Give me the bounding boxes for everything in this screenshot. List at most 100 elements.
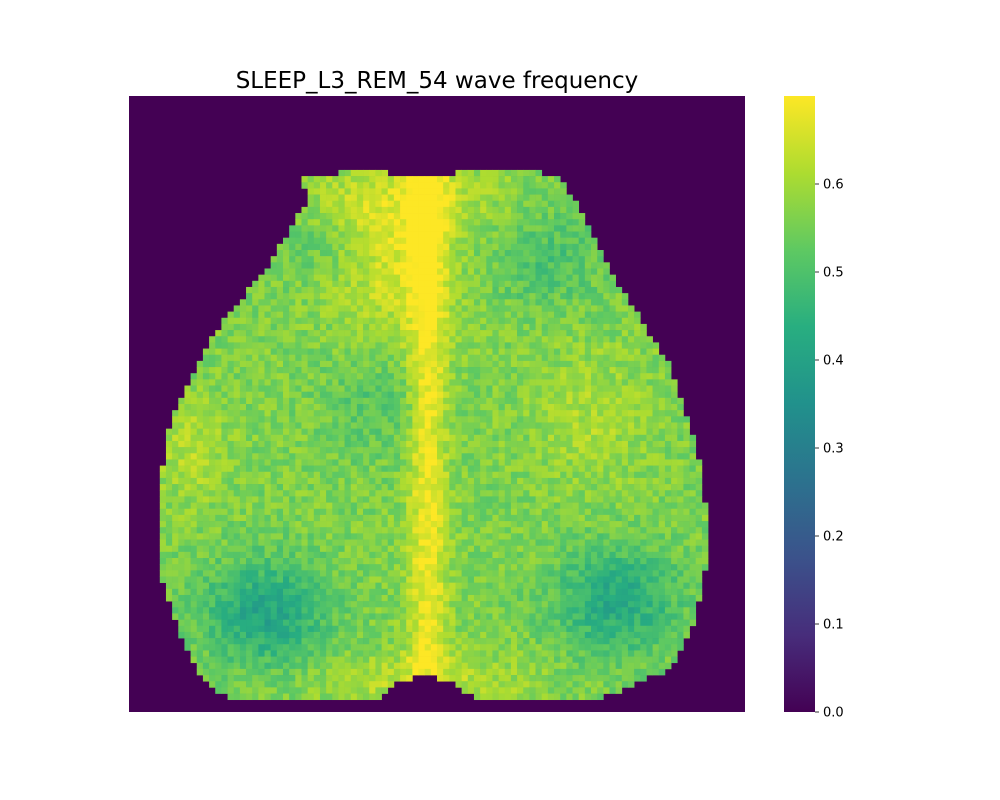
heatmap-cell — [529, 416, 536, 423]
heatmap-cell — [554, 453, 561, 460]
heatmap-cell — [566, 514, 573, 522]
heatmap-cell — [480, 502, 487, 510]
heatmap-cell — [541, 410, 549, 417]
heatmap-cell — [572, 558, 580, 565]
heatmap-cell — [301, 379, 308, 386]
heatmap-cell — [326, 459, 333, 466]
heatmap-cell — [523, 268, 530, 275]
heatmap-cell — [437, 305, 444, 312]
heatmap-cell — [375, 348, 382, 356]
heatmap-cell — [486, 496, 493, 503]
heatmap-cell — [621, 323, 629, 331]
heatmap-cell — [356, 558, 364, 565]
heatmap-cell — [486, 447, 493, 454]
heatmap-cell — [172, 533, 179, 540]
heatmap-cell — [523, 434, 530, 442]
heatmap-cell — [338, 336, 345, 343]
heatmap-cell — [523, 465, 530, 473]
heatmap-cell — [276, 570, 284, 577]
heatmap-cell — [165, 484, 173, 491]
heatmap-cell — [412, 219, 419, 226]
heatmap-cell — [467, 477, 475, 485]
heatmap-cell — [566, 299, 573, 306]
heatmap-cell — [338, 527, 345, 534]
heatmap-cell — [196, 440, 204, 448]
heatmap-cell — [363, 176, 370, 183]
heatmap-cell — [326, 484, 333, 491]
heatmap-cell — [449, 342, 456, 349]
heatmap-cell — [541, 477, 549, 485]
heatmap-cell — [264, 533, 272, 540]
heatmap-cell — [560, 280, 567, 288]
heatmap-cell — [658, 521, 666, 528]
heatmap-cell — [276, 416, 284, 423]
heatmap-cell — [172, 453, 179, 460]
heatmap-cell — [338, 206, 345, 214]
heatmap-cell — [301, 219, 308, 226]
heatmap-cell — [344, 588, 352, 596]
heatmap-cell — [517, 416, 524, 423]
heatmap-cell — [313, 527, 321, 534]
heatmap-cell — [332, 440, 339, 448]
heatmap-cell — [215, 354, 222, 362]
heatmap-cell — [510, 256, 518, 263]
heatmap-cell — [621, 336, 629, 343]
heatmap-cell — [159, 490, 167, 497]
heatmap-cell — [313, 188, 321, 195]
heatmap-cell — [609, 367, 616, 374]
heatmap-cell — [683, 502, 690, 510]
heatmap-cell — [319, 213, 327, 220]
heatmap-cell — [393, 336, 401, 343]
heatmap-cell — [591, 502, 598, 510]
heatmap-cell — [319, 484, 327, 491]
heatmap-cell — [443, 465, 450, 473]
heatmap-cell — [418, 459, 426, 466]
heatmap-cell — [603, 484, 610, 491]
heatmap-cell — [591, 404, 598, 411]
heatmap-cell — [492, 496, 499, 503]
heatmap-cell — [547, 447, 555, 454]
heatmap-cell — [449, 231, 456, 239]
heatmap-cell — [326, 293, 333, 300]
heatmap-cell — [209, 360, 216, 368]
heatmap-cell — [159, 545, 167, 553]
heatmap-cell — [172, 496, 179, 503]
heatmap-cell — [184, 496, 191, 503]
heatmap-cell — [498, 373, 506, 380]
heatmap-cell — [517, 219, 524, 226]
heatmap-cell — [276, 410, 284, 417]
heatmap-cell — [461, 453, 469, 460]
heatmap-cell — [209, 459, 216, 466]
heatmap-cell — [307, 286, 315, 294]
heatmap-cell — [467, 490, 475, 497]
heatmap-cell — [381, 551, 389, 559]
heatmap-cell — [344, 280, 352, 288]
heatmap-cell — [523, 367, 530, 374]
heatmap-cell — [381, 373, 389, 380]
heatmap-cell — [609, 286, 616, 294]
heatmap-cell — [338, 360, 345, 368]
heatmap-cell — [621, 367, 629, 374]
heatmap-cell — [227, 385, 235, 393]
heatmap-cell — [190, 459, 198, 466]
heatmap-cell — [504, 428, 512, 436]
heatmap-cell — [350, 502, 358, 510]
heatmap-cell — [535, 588, 543, 596]
heatmap-cell — [313, 299, 321, 306]
heatmap-cell — [350, 176, 358, 183]
heatmap-cell — [486, 440, 493, 448]
heatmap-cell — [584, 373, 592, 380]
heatmap-cell — [313, 490, 321, 497]
heatmap-cell — [326, 490, 333, 497]
heatmap-cell — [492, 299, 499, 306]
heatmap-cell — [332, 471, 339, 479]
heatmap-cell — [406, 459, 413, 466]
heatmap-cell — [344, 317, 352, 325]
heatmap-cell — [319, 219, 327, 226]
heatmap-cell — [412, 268, 419, 275]
heatmap-cell — [461, 311, 469, 319]
heatmap-cell — [289, 477, 296, 485]
heatmap-cell — [560, 440, 567, 448]
heatmap-cell — [393, 348, 401, 356]
heatmap-cell — [443, 188, 450, 195]
